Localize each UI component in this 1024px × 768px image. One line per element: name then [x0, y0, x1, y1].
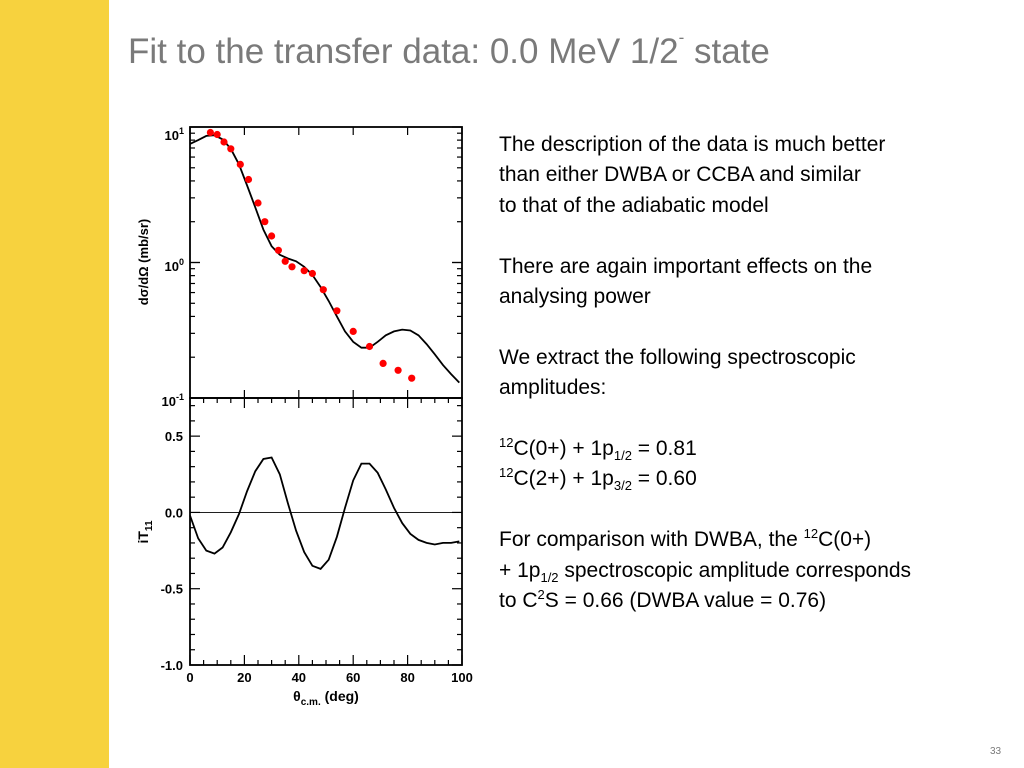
- data-point: [319, 286, 327, 294]
- y-tick-label: -1.0: [161, 658, 183, 673]
- x-axis-label: θc.m. (deg): [293, 688, 359, 708]
- amplitude-line-2: 12C(2+) + 1p3/2 = 0.60: [499, 465, 697, 494]
- comparison-line-2: + 1p1/2 spectroscopic amplitude correspo…: [499, 558, 912, 585]
- slide-title: Fit to the transfer data: 0.0 MeV 1/2- s…: [128, 28, 770, 71]
- y-tick-label: 0.0: [165, 505, 183, 520]
- cross-section-frame: [189, 126, 463, 399]
- x-tick-label: 20: [237, 670, 251, 685]
- data-point: [379, 359, 387, 367]
- analysing-power-y-axis-label: iT11: [135, 520, 155, 543]
- side-accent-bar: [0, 0, 109, 768]
- data-point: [308, 269, 316, 278]
- cross-section-fit-curve: [189, 134, 460, 384]
- analysing-power-fit-curve: [189, 456, 460, 570]
- extract-line-2: amplitudes:: [499, 376, 607, 400]
- effects-line-1: There are again important effects on the: [499, 254, 873, 278]
- data-point: [288, 263, 296, 271]
- x-tick-label: 60: [346, 670, 360, 685]
- cross-section-panel: 101 100 10-1 dσ/dΩ (mb/sr): [136, 126, 463, 409]
- analysing-power-panel: 0.5 0.0 -0.5 -1.0 0 20 40 60 80 100 iT11 θc.m. (…: [135, 397, 473, 708]
- data-point: [244, 175, 253, 184]
- description-line-2: than either DWBA or CCBA and similar: [499, 163, 861, 187]
- x-tick-label: 100: [451, 670, 473, 685]
- data-point: [408, 374, 416, 382]
- x-tick-label: 0: [186, 670, 193, 685]
- y-tick-label: 0.5: [165, 429, 183, 444]
- data-point: [254, 199, 262, 207]
- data-point: [227, 145, 235, 153]
- data-point: [349, 327, 357, 335]
- data-point: [333, 307, 341, 315]
- cross-section-y-axis-label: dσ/dΩ (mb/sr): [136, 219, 151, 305]
- extract-line-1: We extract the following spectroscopic: [499, 345, 856, 369]
- x-tick-label: 80: [400, 670, 414, 685]
- data-point: [365, 342, 374, 351]
- x-tick-label: 40: [292, 670, 306, 685]
- data-point: [394, 366, 402, 374]
- comparison-line-3: to C2S = 0.66 (DWBA value = 0.76): [499, 587, 827, 613]
- comparison-line-1: For comparison with DWBA, the 12C(0+): [499, 526, 872, 552]
- description-line-1: The description of the data is much bett…: [499, 133, 886, 156]
- analysing-power-frame: [189, 397, 463, 666]
- amplitude-line-1: 12C(0+) + 1p1/2 = 0.81: [499, 435, 697, 464]
- data-point: [281, 257, 289, 265]
- effects-line-2: analysing power: [499, 285, 651, 309]
- y-tick-label-10-1: 101: [165, 126, 184, 143]
- data-point: [220, 138, 228, 146]
- y-tick-label-10-minus1: 10-1: [162, 392, 184, 409]
- data-point: [300, 267, 308, 275]
- page-number: 33: [990, 746, 1002, 757]
- data-point: [261, 218, 269, 226]
- y-tick-label: -0.5: [161, 582, 183, 597]
- data-point: [268, 232, 276, 240]
- data-point: [274, 246, 282, 254]
- data-point: [236, 160, 244, 168]
- body-text: The description of the data is much bett…: [499, 130, 1009, 616]
- y-tick-label-10-0: 100: [165, 257, 184, 274]
- data-point: [213, 130, 221, 139]
- data-point: [206, 128, 214, 137]
- description-line-3: to that of the adiabatic model: [499, 193, 769, 217]
